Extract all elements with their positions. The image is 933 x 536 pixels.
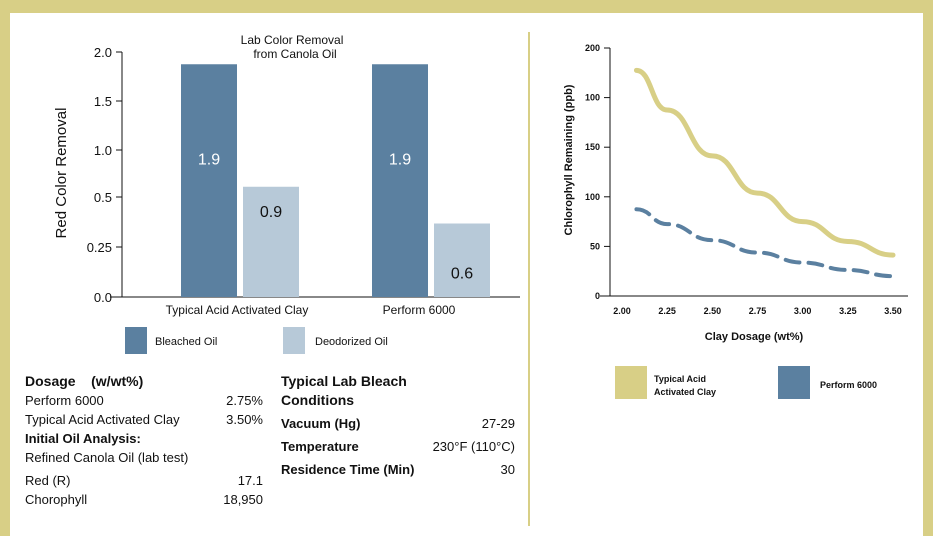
top-border	[0, 0, 933, 13]
line-chart-y-tick-label: 50	[590, 241, 600, 251]
conditions-row-value: 27-29	[481, 416, 515, 431]
right-border	[923, 0, 933, 536]
line-chart-y-tick-label: 200	[585, 43, 600, 53]
line-chart-x-tick-label: 2.25	[658, 306, 676, 316]
legend-label-perform: Perform 6000	[820, 380, 877, 390]
line-chart-x-tick-label: 3.25	[839, 306, 857, 316]
bar-chart-y-tick-label: 0.5	[94, 190, 112, 205]
analysis-heading: Initial Oil Analysis:	[25, 431, 141, 446]
bar-value-label: 0.9	[260, 204, 282, 221]
line-chart-y-tick-label: 0	[595, 291, 600, 301]
dosage-heading: Dosage (w/wt%)	[25, 373, 144, 389]
bar-value-label: 0.6	[451, 266, 473, 283]
legend-label-deodorized: Deodorized Oil	[315, 336, 388, 348]
dosage-row-value: 3.50%	[226, 412, 263, 427]
legend-label-typical-line1: Typical Acid	[654, 374, 706, 384]
dosage-row-value: 2.75%	[226, 393, 263, 408]
conditions-block: Typical Lab Bleach Conditions Vacuum (Hg…	[281, 372, 515, 479]
analysis-row: Red (R) 17.1	[25, 471, 263, 490]
analysis-subheading: Refined Canola Oil (lab test)	[25, 450, 189, 465]
bar-value-label: 1.9	[198, 151, 220, 168]
bar-chart-y-tick-label: 1.5	[94, 94, 112, 109]
conditions-row: Temperature 230°F (110°C)	[281, 437, 515, 456]
bar-value-label: 1.9	[389, 151, 411, 168]
line-chart-x-tick-label: 2.75	[749, 306, 767, 316]
line-chart-x-tick-label: 2.00	[613, 306, 631, 316]
legend-label-bleached: Bleached Oil	[155, 336, 217, 348]
conditions-row-value: 30	[500, 462, 515, 477]
line-chart-y-tick-label: 100	[585, 192, 600, 202]
left-border	[0, 0, 10, 536]
line-chart-x-tick-label: 3.00	[794, 306, 812, 316]
line-chart-x-axis-label: Clay Dosage (wt%)	[705, 331, 804, 343]
legend-swatch-bleached	[125, 327, 147, 354]
line-chart: Chlorophyll Remaining (ppb) 2.00 2.25 2.50…	[563, 43, 908, 399]
legend-label-typical-line2: Activated Clay	[654, 387, 716, 397]
bar-chart-title-line2: from Canola Oil	[253, 47, 336, 61]
panel-divider	[528, 32, 530, 526]
conditions-row: Vacuum (Hg) 27-29	[281, 414, 515, 433]
line-chart-x-tick-label: 3.50	[884, 306, 902, 316]
line-chart-y-tick-label: 100	[585, 93, 600, 103]
bar-chart-y-tick-label: 1.0	[94, 143, 112, 158]
line-chart-y-tick-label: 150	[585, 142, 600, 152]
bar-chart-y-tick-label: 0.25	[87, 240, 112, 255]
dosage-block: Dosage (w/wt%) Perform 6000 2.75% Typica…	[25, 372, 263, 509]
bar-chart-y-tick-label: 2.0	[94, 45, 112, 60]
bar-chart-y-axis-label: Red Color Removal	[53, 108, 70, 239]
bar-chart-y-tick-label: 0.0	[94, 290, 112, 305]
conditions-row-label: Vacuum (Hg)	[281, 416, 361, 431]
analysis-row-label: Chorophyll	[25, 492, 88, 507]
analysis-row-label: Red (R)	[25, 473, 71, 488]
legend-swatch-typical	[615, 366, 647, 399]
conditions-heading-line2: Conditions	[281, 392, 355, 408]
bar-chart-title-line1: Lab Color Removal	[241, 33, 344, 47]
conditions-row: Residence Time (Min) 30	[281, 460, 515, 479]
conditions-heading-line1: Typical Lab Bleach	[281, 373, 407, 389]
conditions-row-label: Residence Time (Min)	[281, 462, 415, 477]
series-line	[634, 207, 895, 279]
dosage-row: Perform 6000 2.75%	[25, 391, 263, 410]
bar	[434, 223, 490, 297]
dosage-row-label: Typical Acid Activated Clay	[25, 412, 180, 427]
bar	[243, 186, 299, 297]
analysis-row-value: 18,950	[223, 492, 263, 507]
dosage-row-label: Perform 6000	[25, 393, 104, 408]
analysis-row: Chorophyll 18,950	[25, 490, 263, 509]
series-line	[633, 67, 896, 258]
conditions-row-value: 230°F (110°C)	[432, 439, 515, 454]
legend-swatch-deodorized	[283, 327, 305, 354]
legend-swatch-perform	[778, 366, 810, 399]
dosage-row: Typical Acid Activated Clay 3.50%	[25, 410, 263, 429]
bar	[181, 64, 237, 297]
conditions-row-label: Temperature	[281, 439, 359, 454]
analysis-row-value: 17.1	[237, 473, 263, 488]
bar-category-label-typical: Typical Acid Activated Clay	[166, 303, 309, 317]
bar-chart: Lab Color Removal from Canola Oil Red Co…	[53, 33, 520, 354]
bar-category-label-perform: Perform 6000	[383, 303, 456, 317]
bar	[372, 64, 428, 297]
line-chart-y-axis-label: Chlorophyll Remaining (ppb)	[563, 84, 575, 235]
line-chart-x-tick-label: 2.50	[704, 306, 722, 316]
